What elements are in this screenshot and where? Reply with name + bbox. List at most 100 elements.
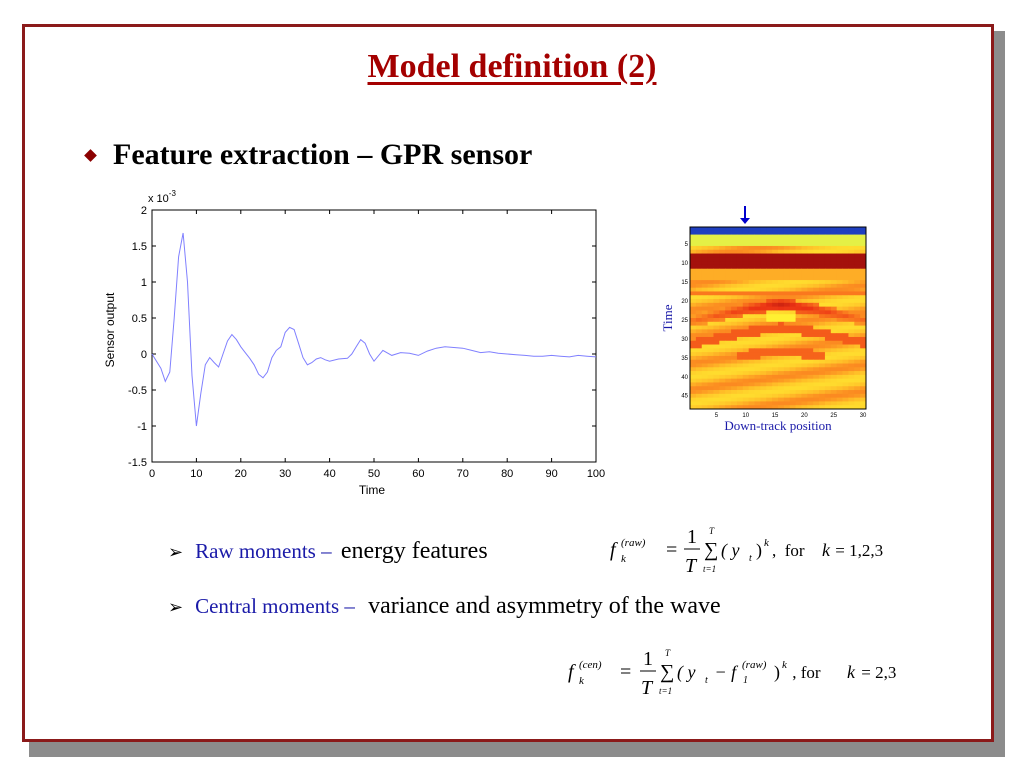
gpr-cell (695, 386, 703, 391)
x-tick-label: 100 (587, 468, 605, 480)
gpr-cell (778, 321, 785, 326)
gpr-cell (789, 325, 796, 330)
gpr-cell (842, 348, 849, 353)
gpr-cell (830, 302, 838, 308)
gpr-cell (719, 367, 726, 372)
gpr-x-tick-label: 5 (715, 413, 719, 419)
gpr-cell (719, 280, 726, 285)
gpr-cell (736, 318, 744, 323)
gpr-cell (824, 390, 832, 395)
gpr-cell (719, 283, 726, 289)
gpr-cell (725, 295, 732, 300)
gpr-cell (760, 325, 767, 330)
gpr-cell (719, 352, 726, 357)
gpr-cell (778, 242, 785, 247)
gpr-cell (731, 291, 738, 296)
gpr-cell (830, 374, 838, 380)
gpr-cell (795, 401, 802, 406)
gpr-cell (801, 245, 808, 251)
gpr-cell (783, 280, 791, 285)
gpr-cell (807, 367, 814, 372)
y-axis-label: Sensor output (103, 292, 117, 367)
gpr-cell (854, 299, 861, 304)
gpr-cell (772, 378, 779, 383)
gpr-cell (842, 276, 849, 281)
gpr-cell (807, 390, 814, 395)
gpr-cell (836, 355, 843, 361)
gpr-cell (742, 374, 750, 380)
gpr-cell (824, 245, 832, 251)
gpr-cell (772, 390, 779, 395)
gpr-cell (707, 302, 714, 308)
gpr-cell (795, 374, 802, 380)
gpr-cell (742, 276, 750, 281)
gpr-cell (766, 295, 773, 300)
gpr-cell (713, 359, 720, 364)
gpr-cell (731, 242, 738, 247)
gpr-cell (819, 283, 826, 289)
gpr-cell (824, 272, 832, 277)
gpr-cell (760, 287, 767, 292)
gpr-cell (701, 333, 708, 338)
gpr-cell (719, 333, 726, 338)
gpr-cell (707, 390, 714, 395)
gpr-cell (795, 299, 802, 304)
gpr-cell (789, 359, 796, 364)
gpr-cell (713, 401, 720, 406)
gpr-cell (754, 268, 761, 273)
gpr-cell (760, 393, 767, 399)
gpr-cell (778, 276, 785, 281)
gpr-cell (854, 302, 861, 308)
gpr-cell (801, 280, 808, 285)
gpr-cell (813, 393, 820, 399)
gpr-cell (701, 264, 708, 270)
gpr-cell (713, 257, 720, 262)
gpr-cell (830, 238, 838, 243)
gpr-cell (766, 227, 773, 232)
gpr-cell (748, 344, 755, 349)
gpr-cell (713, 234, 720, 239)
gpr-cell (695, 234, 703, 239)
gpr-cell (731, 253, 738, 258)
gpr-cell (778, 280, 785, 285)
gpr-cell (695, 393, 703, 399)
gpr-x-tick-label: 20 (801, 413, 808, 419)
arrow-bullet-icon: ➢ (168, 542, 184, 563)
gpr-cell (848, 348, 855, 353)
gpr-cell (760, 253, 767, 258)
gpr-cell (860, 325, 867, 330)
gpr-cell (795, 249, 802, 254)
gpr-cell (807, 287, 814, 292)
gpr-cell (713, 348, 720, 353)
gpr-cell (801, 359, 808, 364)
gpr-cell (742, 310, 750, 315)
gpr-cell (760, 390, 767, 395)
gpr-cell (707, 393, 714, 399)
gpr-cell (695, 329, 703, 334)
gpr-cell (848, 261, 855, 266)
gpr-cell (860, 302, 867, 308)
x-tick-label: 50 (368, 468, 380, 480)
gpr-cell (819, 261, 826, 266)
gpr-cell (854, 348, 861, 353)
gpr-cell (772, 276, 779, 281)
gpr-cell (719, 390, 726, 395)
gpr-cell (690, 268, 697, 273)
gpr-cell (795, 295, 802, 300)
formula1-f: f (610, 539, 618, 561)
gpr-cell (783, 302, 791, 308)
gpr-cell (766, 245, 773, 251)
gpr-cell (754, 374, 761, 380)
formula2-cond-vals: = 2,3 (857, 663, 896, 682)
gpr-cell (836, 268, 843, 273)
chart-axes: 0 10 20 30 40 50 60 70 80 90 10021.510.50-0.5-1-1.… (128, 205, 605, 480)
gpr-cell (842, 295, 849, 300)
gpr-cell (701, 302, 708, 308)
formula1-sum-top: T (709, 526, 715, 536)
gpr-cell (842, 401, 849, 406)
gpr-cell (813, 371, 820, 376)
gpr-cell (783, 287, 791, 292)
gpr-cell (713, 253, 720, 258)
formula2-body-sub: t (705, 675, 708, 686)
